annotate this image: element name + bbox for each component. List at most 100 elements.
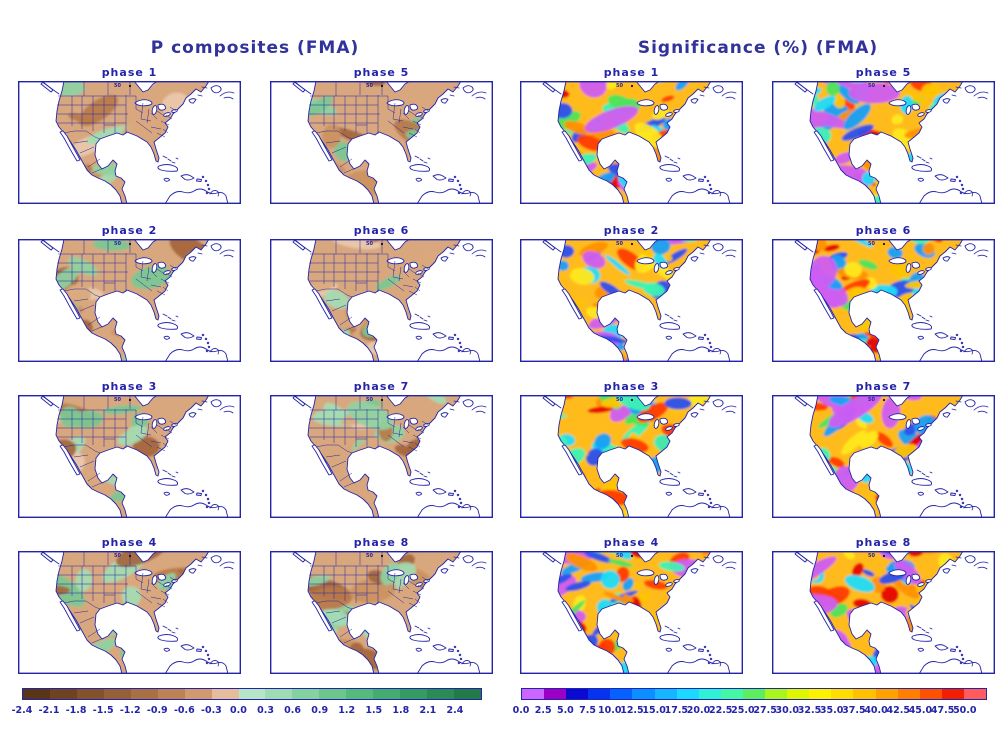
map-svg: 50 bbox=[270, 551, 493, 674]
composite-map-phase-1: phase 1 50 bbox=[18, 66, 241, 204]
composite-colorbar-tick-label: 2.4 bbox=[446, 705, 464, 716]
composite-colorbar-tick-label: 1.5 bbox=[365, 705, 383, 716]
significance-colorbar-segment bbox=[765, 689, 788, 699]
composite-colorbar-segment bbox=[76, 689, 104, 699]
composite-colorbar-tick-label: -0.6 bbox=[173, 705, 195, 716]
composite-colorbar-tick-label: 0.0 bbox=[230, 705, 247, 716]
composite-colorbar-tick-label: 0.9 bbox=[311, 705, 329, 716]
composite-colorbar-tick-label: 0.6 bbox=[284, 705, 301, 716]
significance-map-phase-3: phase 3 50 bbox=[520, 380, 743, 518]
significance-colorbar-tick-label: 17.5 bbox=[664, 705, 689, 716]
significance-colorbar-tick-label: 10.0 bbox=[598, 705, 622, 716]
latitude-label: 50 bbox=[616, 553, 623, 559]
panel-phase-label: phase 8 bbox=[855, 536, 912, 549]
left-title: P composites (FMA) bbox=[150, 38, 360, 58]
significance-colorbar-segment bbox=[831, 689, 854, 699]
composite-map-phase-8: phase 8 50 bbox=[270, 536, 493, 674]
significance-colorbar-tick-label: 42.5 bbox=[886, 705, 910, 716]
significance-map-phase-1: phase 1 50 bbox=[520, 66, 743, 204]
significance-colorbar-tick-label: 35.0 bbox=[819, 705, 844, 716]
latitude-label: 50 bbox=[114, 397, 121, 403]
composite-colorbar-segment bbox=[346, 689, 374, 699]
composite-colorbar-tick-label: 1.2 bbox=[338, 705, 356, 716]
composite-colorbar-segment bbox=[454, 689, 481, 699]
significance-colorbar-segment bbox=[610, 689, 633, 699]
map-svg: 50 bbox=[772, 239, 995, 362]
significance-colorbar-segment bbox=[787, 689, 810, 699]
composite-map-phase-7: phase 7 50 bbox=[270, 380, 493, 518]
composite-map-phase-5: phase 5 50 bbox=[270, 66, 493, 204]
panel-phase-label: phase 4 bbox=[101, 536, 158, 549]
latitude-label: 50 bbox=[616, 241, 623, 247]
significance-colorbar-segment bbox=[544, 689, 567, 699]
latitude-label: 50 bbox=[868, 83, 875, 89]
significance-colorbar: 0.0 2.5 5.0 7.5 10.0 12.5 15.0 17.5 20.0 22.5 25.0… bbox=[513, 688, 987, 722]
significance-colorbar-segment bbox=[632, 689, 655, 699]
significance-map-phase-4: phase 4 50 bbox=[520, 536, 743, 674]
map-svg: 50 bbox=[18, 81, 241, 204]
significance-colorbar-tick-label: 27.5 bbox=[753, 705, 777, 716]
significance-colorbar-segment bbox=[676, 689, 699, 699]
latitude-label: 50 bbox=[366, 83, 373, 89]
composite-colorbar-tick-label: -2.4 bbox=[11, 705, 33, 716]
panel-phase-label: phase 4 bbox=[603, 536, 660, 549]
composite-colorbar-segment bbox=[373, 689, 401, 699]
significance-colorbar-segment bbox=[742, 689, 766, 699]
significance-colorbar-segment bbox=[875, 689, 898, 699]
composite-colorbar-segment bbox=[23, 689, 50, 699]
map-svg: 50 bbox=[270, 395, 493, 518]
composite-colorbar-segment bbox=[319, 689, 347, 699]
composite-colorbar-tick-label: -1.5 bbox=[92, 705, 114, 716]
panel-phase-label: phase 8 bbox=[353, 536, 410, 549]
composite-colorbar-tick-label: -0.9 bbox=[146, 705, 168, 716]
significance-colorbar-tick-label: 37.5 bbox=[842, 705, 866, 716]
map-svg: 50 bbox=[520, 551, 743, 674]
significance-colorbar-segment bbox=[919, 689, 942, 699]
significance-colorbar-tick-label: 50.0 bbox=[953, 705, 977, 716]
map-svg: 50 bbox=[18, 239, 241, 362]
significance-colorbar-tick-label: 25.0 bbox=[731, 705, 755, 716]
composite-colorbar-segment bbox=[238, 689, 266, 699]
panel-phase-label: phase 3 bbox=[101, 380, 158, 393]
significance-map-phase-2: phase 2 50 bbox=[520, 224, 743, 362]
significance-colorbar-tick-label: 30.0 bbox=[775, 705, 800, 716]
significance-colorbar-tick-label: 2.5 bbox=[534, 705, 552, 716]
significance-colorbar-segment bbox=[588, 689, 611, 699]
panel-phase-label: phase 6 bbox=[353, 224, 410, 237]
panel-phase-label: phase 7 bbox=[855, 380, 912, 393]
composite-colorbar-tick-label: -1.8 bbox=[65, 705, 87, 716]
map-svg: 50 bbox=[270, 81, 493, 204]
composite-colorbar-segment bbox=[130, 689, 158, 699]
right-title: Significance (%) (FMA) bbox=[637, 38, 879, 58]
significance-map-phase-7: phase 7 50 bbox=[772, 380, 995, 518]
composite-colorbar-segment bbox=[427, 689, 454, 699]
significance-colorbar-tick-label: 45.0 bbox=[908, 705, 933, 716]
composite-colorbar-segment bbox=[103, 689, 131, 699]
significance-map-phase-5: phase 5 50 bbox=[772, 66, 995, 204]
significance-colorbar-tick-label: 12.5 bbox=[620, 705, 644, 716]
composite-colorbar-tick-label: -2.1 bbox=[38, 705, 60, 716]
latitude-label: 50 bbox=[868, 553, 875, 559]
map-svg: 50 bbox=[270, 239, 493, 362]
significance-colorbar-segment bbox=[897, 689, 920, 699]
significance-colorbar-tick-label: 0.0 bbox=[512, 705, 530, 716]
composite-colorbar-segment bbox=[157, 689, 185, 699]
composite-map-phase-6: phase 6 50 bbox=[270, 224, 493, 362]
significance-colorbar-tick-label: 7.5 bbox=[579, 705, 596, 716]
latitude-label: 50 bbox=[616, 83, 623, 89]
latitude-label: 50 bbox=[114, 83, 121, 89]
map-svg: 50 bbox=[772, 81, 995, 204]
composite-colorbar-segment bbox=[211, 689, 239, 699]
significance-map-phase-6: phase 6 50 bbox=[772, 224, 995, 362]
panel-phase-label: phase 6 bbox=[855, 224, 912, 237]
significance-colorbar-tick-label: 5.0 bbox=[556, 705, 574, 716]
composite-colorbar-tick-label: 0.3 bbox=[257, 705, 274, 716]
composite-colorbar-bar bbox=[22, 688, 482, 700]
composite-colorbar-tick-label: 1.8 bbox=[392, 705, 410, 716]
map-svg: 50 bbox=[772, 395, 995, 518]
composite-colorbar-tick-label: -0.3 bbox=[201, 705, 222, 716]
significance-colorbar-tick-label: 47.5 bbox=[930, 705, 955, 716]
composite-map-phase-4: phase 4 50 bbox=[18, 536, 241, 674]
panel-phase-label: phase 2 bbox=[603, 224, 660, 237]
